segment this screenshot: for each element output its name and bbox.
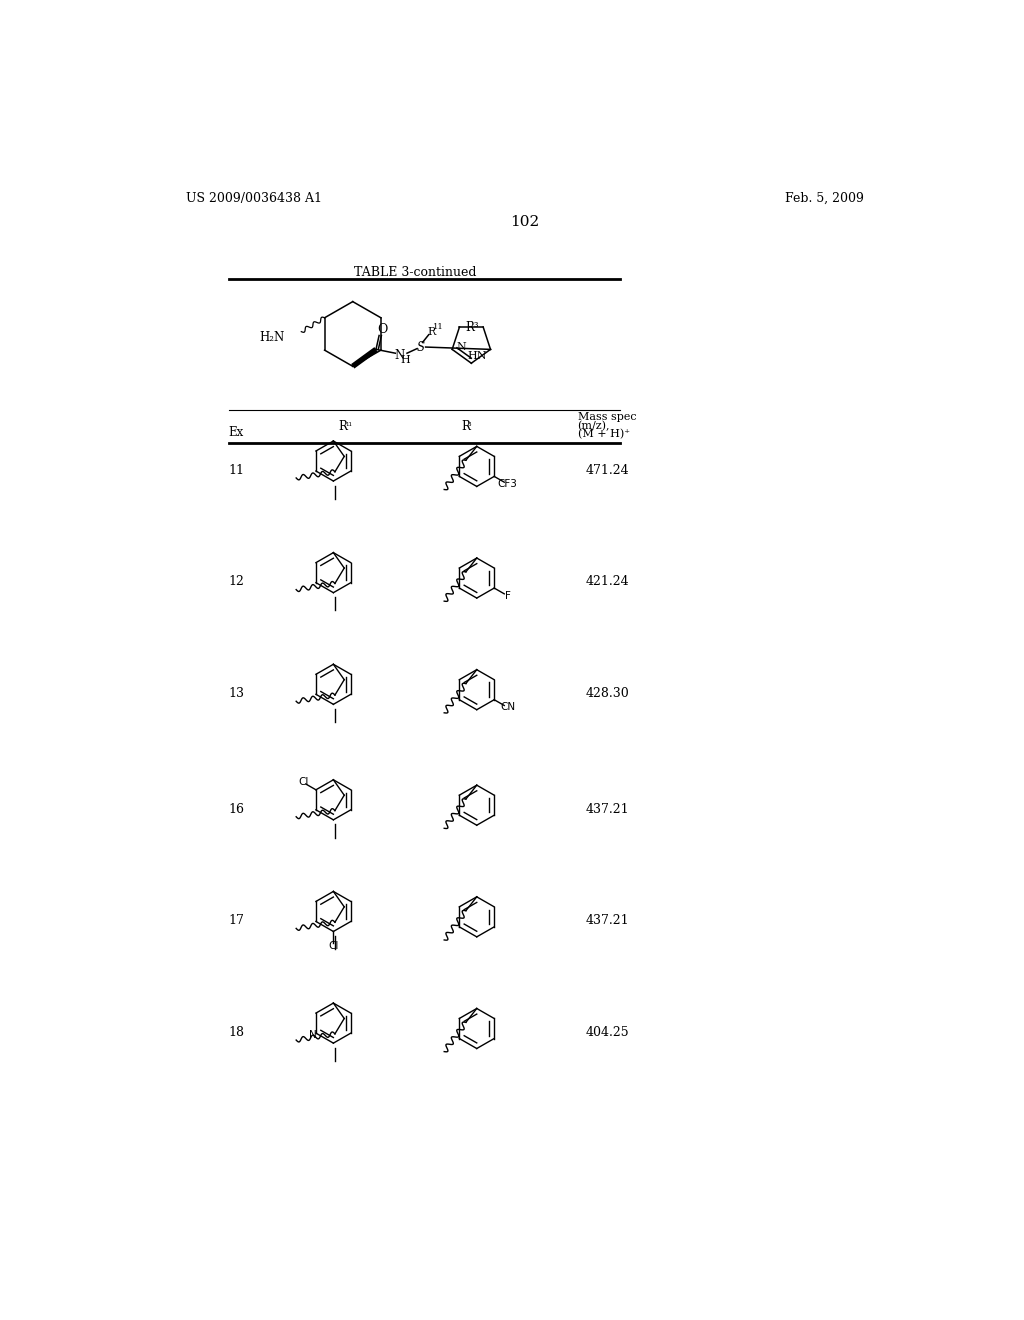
Text: O: O [377, 323, 387, 335]
Text: N: N [456, 342, 466, 352]
Text: (M + H)⁺: (M + H)⁺ [578, 429, 630, 440]
Text: HN: HN [467, 351, 486, 360]
Text: R³: R³ [466, 321, 479, 334]
Text: Cl: Cl [298, 777, 308, 788]
Text: Feb. 5, 2009: Feb. 5, 2009 [785, 191, 864, 205]
Text: 437.21: 437.21 [586, 803, 629, 816]
Text: Mass spec: Mass spec [578, 412, 636, 422]
Text: S: S [417, 341, 425, 354]
Text: 421.24: 421.24 [586, 576, 629, 589]
Text: 17: 17 [228, 915, 245, 927]
Text: US 2009/0036438 A1: US 2009/0036438 A1 [186, 191, 323, 205]
Text: CF3: CF3 [498, 479, 517, 490]
Text: TABLE 3-continued: TABLE 3-continued [353, 265, 476, 279]
Text: 16: 16 [228, 803, 245, 816]
Text: F: F [505, 591, 511, 601]
Text: 11: 11 [433, 323, 444, 331]
Text: ³: ³ [467, 422, 471, 430]
Text: R: R [427, 326, 435, 337]
Text: H₂N: H₂N [259, 331, 285, 345]
Text: 471.24: 471.24 [586, 463, 629, 477]
Text: (m/z),: (m/z), [578, 420, 610, 430]
Text: ¹¹: ¹¹ [345, 422, 352, 430]
Text: Ex: Ex [228, 426, 244, 440]
Text: N: N [394, 348, 404, 362]
Text: R: R [461, 420, 470, 433]
Text: 11: 11 [228, 463, 245, 477]
Text: 18: 18 [228, 1026, 245, 1039]
Text: Cl: Cl [328, 941, 339, 952]
Text: 102: 102 [510, 215, 540, 228]
Text: 404.25: 404.25 [586, 1026, 629, 1039]
Text: H: H [400, 355, 411, 366]
Text: 13: 13 [228, 686, 245, 700]
Text: R: R [339, 420, 348, 433]
Text: CN: CN [500, 702, 515, 713]
Text: 12: 12 [228, 576, 245, 589]
Text: 428.30: 428.30 [586, 686, 629, 700]
Text: 437.21: 437.21 [586, 915, 629, 927]
Text: N: N [308, 1030, 316, 1040]
